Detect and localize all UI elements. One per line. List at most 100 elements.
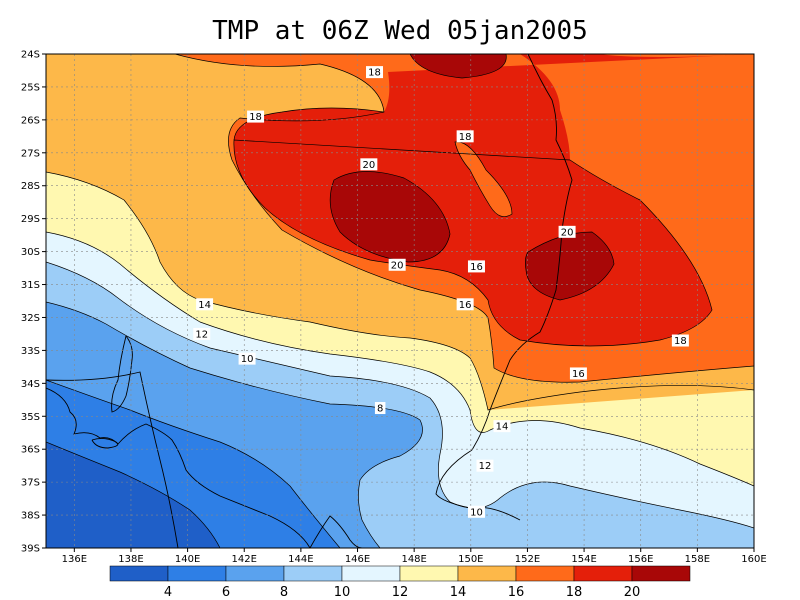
band-22-east — [525, 232, 614, 300]
contour-label: 18 — [249, 112, 262, 123]
x-tick-label: 142E — [232, 554, 257, 565]
colorbar-label: 16 — [508, 585, 525, 600]
y-tick-label: 32S — [21, 313, 40, 324]
coastline-sa — [46, 387, 311, 548]
contour-label: 16 — [459, 300, 472, 311]
colorbar-label: 12 — [392, 585, 409, 600]
y-tick-label: 24S — [21, 50, 40, 61]
contour-label-box — [366, 66, 384, 79]
coastline-borders — [46, 54, 573, 548]
contour-label: 10 — [470, 507, 483, 518]
contour-label-box — [671, 334, 689, 347]
contour-label-box — [456, 298, 474, 311]
colorbar-swatch — [457, 565, 517, 582]
contour-label-box — [388, 258, 406, 271]
contour-label-box — [374, 402, 386, 415]
x-tick-label: 140E — [175, 554, 200, 565]
y-tick-label: 35S — [21, 412, 40, 423]
contour-line-4 — [46, 441, 221, 548]
contour-label-box — [238, 352, 256, 365]
y-tick-label: 28S — [21, 181, 40, 192]
contour-line-6 — [46, 379, 341, 548]
band-4 — [46, 442, 220, 548]
map-title: TMP at 06Z Wed 05jan2005 — [212, 16, 588, 46]
y-axis-ticks: 24S 25S 26S 27S 28S 29S 30S 31S 32S 33S 34S 35S 36S 3… — [21, 50, 46, 555]
colorbar-swatch — [167, 565, 227, 582]
colorbar-label: 10 — [334, 585, 351, 600]
colorbar-swatch — [631, 565, 691, 582]
contour-label-box — [558, 225, 576, 238]
contour-label-box — [467, 260, 485, 273]
contour-line-18-hole — [454, 141, 513, 217]
x-tick-label: 154E — [571, 554, 596, 565]
x-tick-label: 144E — [288, 554, 313, 565]
colorbar-swatch — [573, 565, 633, 582]
contour-label: 18 — [368, 68, 381, 79]
contour-label: 12 — [195, 329, 208, 340]
contour-label: 20 — [391, 260, 404, 271]
contour-label: 14 — [198, 300, 211, 311]
x-tick-label: 150E — [458, 554, 483, 565]
x-tick-label: 156E — [628, 554, 653, 565]
contour-label-box — [247, 110, 265, 123]
y-tick-label: 29S — [21, 214, 40, 225]
contour-label-box — [196, 298, 214, 311]
y-tick-label: 34S — [21, 379, 40, 390]
state-border-sa — [46, 371, 179, 548]
colorbar-label: 4 — [164, 585, 172, 600]
y-tick-label: 25S — [21, 82, 40, 93]
band-22-north — [410, 54, 507, 78]
contour-label: 10 — [241, 354, 254, 365]
contour-label-box — [193, 327, 211, 340]
contour-line-12 — [46, 231, 754, 487]
colorbar-swatch — [399, 565, 459, 582]
contour-line-8 — [46, 301, 423, 548]
y-tick-label: 38S — [21, 511, 40, 522]
contour-line-16 — [174, 54, 754, 383]
x-axis-ticks: 136E 138E 140E 142E 144E 146E 148E 150E 152E 154E… — [62, 548, 767, 565]
x-tick-label: 136E — [62, 554, 87, 565]
colorbar-label: 6 — [222, 585, 230, 600]
colorbar-swatch — [109, 565, 169, 582]
contour-label: 18 — [459, 132, 472, 143]
contour-label-box — [467, 505, 485, 518]
y-tick-label: 39S — [21, 544, 40, 555]
colorbar-label: 18 — [566, 585, 583, 600]
contour-lines — [46, 54, 754, 548]
contour-label: 16 — [572, 369, 585, 380]
contour-label-box — [360, 158, 378, 171]
x-tick-label: 160E — [741, 554, 766, 565]
contour-label-box — [456, 130, 474, 143]
colorbar-swatch — [283, 565, 343, 582]
contour-label: 14 — [496, 422, 509, 433]
x-tick-label: 148E — [401, 554, 426, 565]
contour-line-20-west — [329, 171, 451, 263]
colorbar-swatch — [225, 565, 285, 582]
filled-contours — [46, 54, 754, 548]
contour-line-20-east — [524, 231, 615, 301]
colorbar-label: 20 — [624, 585, 641, 600]
y-tick-label: 30S — [21, 247, 40, 258]
coastline-vic — [309, 515, 363, 548]
contour-label: 12 — [479, 461, 492, 472]
x-tick-label: 138E — [118, 554, 143, 565]
y-tick-label: 27S — [21, 148, 40, 159]
x-tick-label: 152E — [515, 554, 540, 565]
contour-label: 8 — [377, 404, 383, 415]
y-tick-label: 33S — [21, 346, 40, 357]
contour-line-20-north — [409, 54, 507, 79]
contour-label: 20 — [561, 227, 574, 238]
band-18-hole — [455, 141, 512, 217]
y-tick-label: 26S — [21, 115, 40, 126]
contour-line-14 — [46, 171, 754, 411]
contour-line-18 — [233, 107, 713, 347]
contour-label: 18 — [674, 336, 687, 347]
colorbar-swatch — [341, 565, 401, 582]
x-tick-label: 158E — [685, 554, 710, 565]
band-22-west — [330, 171, 450, 262]
y-tick-label: 36S — [21, 445, 40, 456]
contour-line-10 — [46, 261, 754, 529]
contour-label: 16 — [470, 262, 483, 273]
colorbar-label: 14 — [450, 585, 467, 600]
